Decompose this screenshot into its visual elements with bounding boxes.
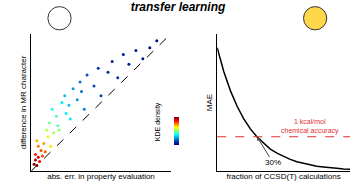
svg-text:MAE: MAE bbox=[205, 94, 214, 111]
svg-text:difference in MR character: difference in MR character bbox=[19, 55, 28, 149]
svg-text:1 kcal/molchemical accuracy: 1 kcal/molchemical accuracy bbox=[281, 118, 339, 135]
svg-text:fraction of CCSD(T) calculatio: fraction of CCSD(T) calculations bbox=[226, 172, 340, 181]
svg-text:abs. err. in property evaluati: abs. err. in property evaluation bbox=[47, 172, 155, 181]
svg-text:KDE density: KDE density bbox=[154, 102, 162, 141]
svg-text:30%: 30% bbox=[265, 158, 281, 167]
svg-text:transfer learning: transfer learning bbox=[131, 0, 226, 14]
